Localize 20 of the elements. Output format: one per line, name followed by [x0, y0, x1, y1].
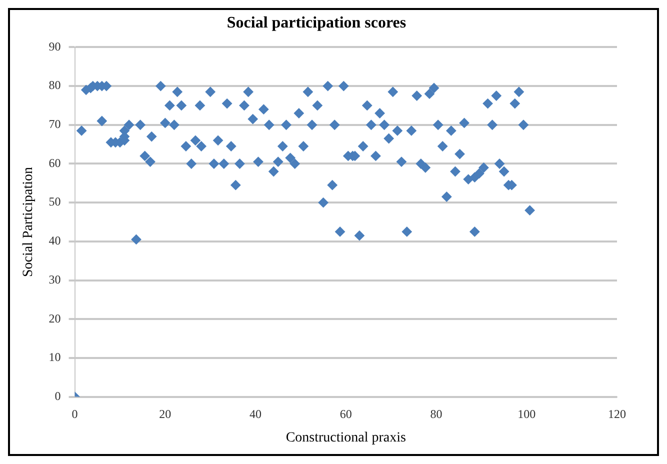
y-tick-label: 90: [48, 39, 61, 54]
y-tick-label: 60: [48, 156, 61, 170]
x-tick-label: 120: [608, 407, 626, 422]
y-tick-label: 40: [48, 234, 61, 248]
x-tick-label: 60: [340, 407, 352, 422]
x-tick-label: 100: [518, 407, 536, 422]
y-tick-label: 80: [48, 78, 61, 92]
x-tick-label: 40: [250, 407, 262, 422]
x-tick-label: 0: [72, 407, 78, 422]
y-tick-label: 30: [48, 272, 61, 286]
y-tick-label: 70: [48, 117, 61, 132]
y-tick-label: 20: [48, 311, 61, 326]
y-tick-label: 50: [48, 194, 61, 209]
y-tick-label: 10: [48, 350, 61, 364]
y-tick-label: 0: [54, 388, 61, 403]
chart-title: Social participation scores: [226, 14, 406, 32]
x-tick-label: 20: [159, 407, 172, 422]
y-axis-title: Social Participation: [21, 166, 36, 278]
x-tick-label: 80: [430, 407, 442, 422]
x-axis-title: Constructional praxis: [286, 430, 406, 446]
